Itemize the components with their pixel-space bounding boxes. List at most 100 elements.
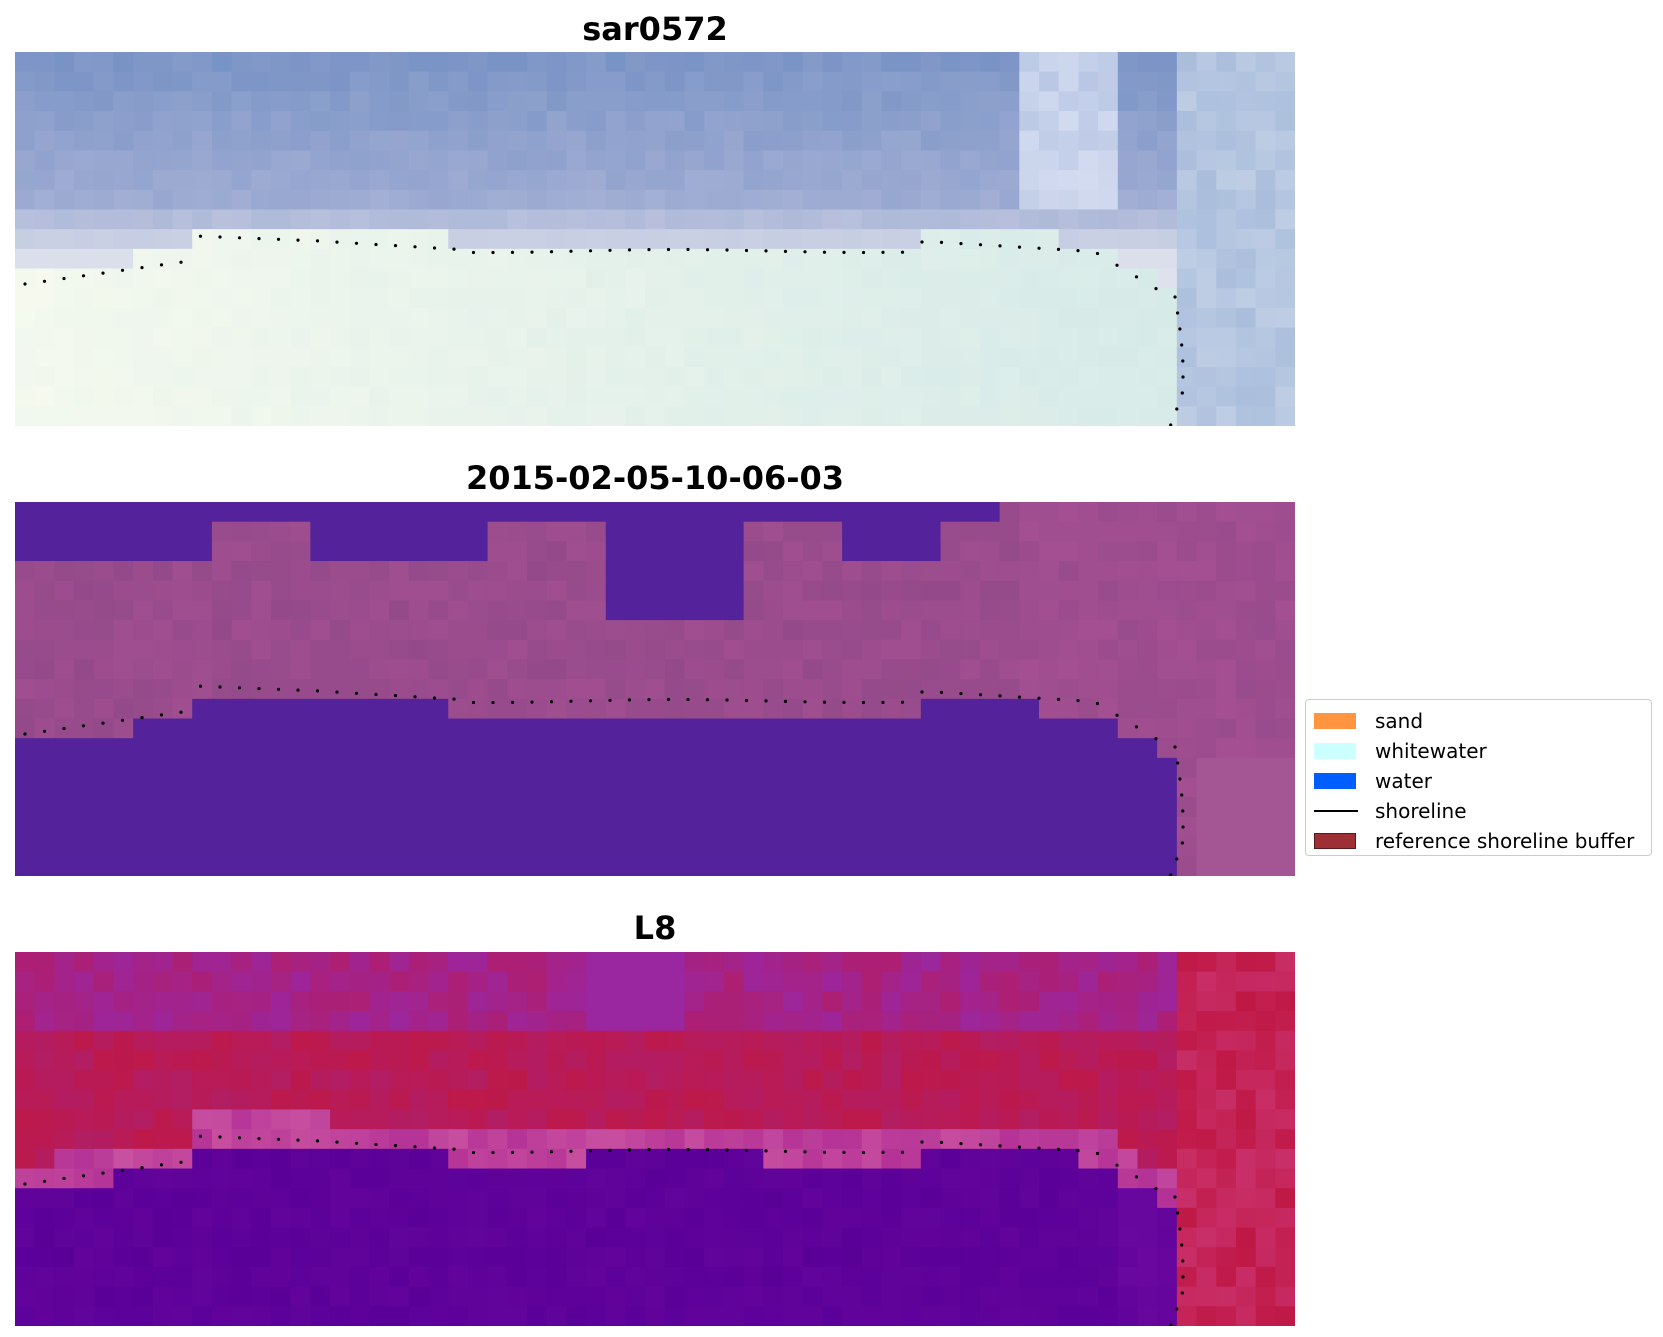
raster-pixel [192,698,213,720]
raster-pixel [408,1089,430,1111]
raster-pixel [822,502,843,523]
raster-pixel [861,580,883,602]
raster-pixel [743,561,764,582]
raster-pixel [507,1050,528,1071]
raster-pixel [861,71,883,92]
raster-pixel [960,1129,981,1150]
raster-pixel [842,288,863,309]
raster-pixel [822,1050,843,1071]
raster-pixel [783,248,804,270]
raster-pixel [389,738,410,759]
raster-pixel [861,971,883,992]
raster-pixel [723,679,745,700]
raster-pixel [152,209,174,230]
raster-pixel [113,777,134,798]
raster-pixel [802,406,823,426]
shoreline-point [978,693,983,697]
raster-pixel [881,1030,902,1052]
raster-pixel [1058,971,1079,992]
raster-pixel [271,580,292,602]
raster-pixel [1255,366,1276,388]
raster-pixel [507,797,528,818]
raster-pixel [507,1129,528,1150]
raster-pixel [1235,991,1257,1012]
shoreline-point [62,726,66,731]
raster-pixel [763,679,784,700]
raster-pixel [1117,406,1139,426]
raster-pixel [645,347,666,368]
raster-pixel [861,620,883,641]
raster-pixel [822,1168,843,1189]
raster-pixel [546,189,567,211]
raster-pixel [881,1011,902,1032]
raster-pixel [704,1148,725,1170]
raster-pixel [1058,1070,1079,1091]
raster-pixel [507,1011,528,1032]
raster-pixel [1157,639,1178,661]
raster-pixel [231,307,252,329]
raster-pixel [1019,1188,1040,1209]
raster-pixel [290,1168,311,1189]
raster-pixel [546,248,567,270]
raster-pixel [1157,288,1178,309]
raster-pixel [389,797,410,818]
raster-pixel [999,307,1020,329]
raster-pixel [1098,1227,1119,1248]
raster-pixel [664,797,686,818]
raster-pixel [231,1089,252,1111]
raster-pixel [428,347,449,368]
raster-pixel [625,71,646,92]
raster-pixel [172,797,193,818]
raster-pixel [625,971,646,992]
raster-pixel [271,521,292,542]
raster-pixel [979,386,1001,407]
raster-pixel [1275,1306,1295,1326]
raster-pixel [487,130,508,152]
raster-pixel [605,189,627,211]
raster-pixel [34,130,55,152]
raster-pixel [940,541,961,562]
raster-pixel [920,718,942,739]
raster-pixel [34,1011,55,1032]
shoreline-point [881,1150,885,1154]
raster-pixel [822,1148,843,1170]
raster-pixel [566,288,587,309]
raster-pixel [448,268,469,289]
raster-pixel [271,952,292,973]
raster-pixel [211,620,233,641]
raster-pixel [1039,952,1060,973]
raster-pixel [467,757,489,779]
shoreline-point [1095,1151,1100,1156]
raster-pixel [310,1109,331,1130]
raster-pixel [34,209,55,230]
raster-pixel [704,856,725,876]
raster-pixel [783,836,804,857]
raster-pixel [428,1050,449,1071]
raster-pixel [74,366,95,388]
raster-pixel [566,1306,587,1326]
raster-pixel [763,1148,784,1170]
raster-pixel [428,738,449,759]
raster-pixel [743,679,764,700]
shoreline-point [1154,737,1158,741]
raster-pixel [527,71,548,92]
raster-pixel [113,856,134,876]
raster-pixel [428,406,449,426]
raster-pixel [54,386,75,407]
raster-pixel [15,1109,36,1130]
raster-pixel [408,209,430,230]
raster-pixel [861,111,883,132]
raster-pixel [625,836,646,857]
raster-pixel [546,130,567,152]
raster-pixel [369,952,390,973]
raster-pixel [1255,659,1276,680]
raster-pixel [901,777,922,798]
raster-pixel [842,1129,863,1150]
raster-pixel [763,971,784,992]
raster-pixel [172,366,193,388]
raster-pixel [566,1266,587,1288]
raster-pixel [1039,1227,1060,1248]
raster-pixel [1157,971,1178,992]
raster-pixel [133,347,154,368]
raster-pixel [664,1306,686,1326]
